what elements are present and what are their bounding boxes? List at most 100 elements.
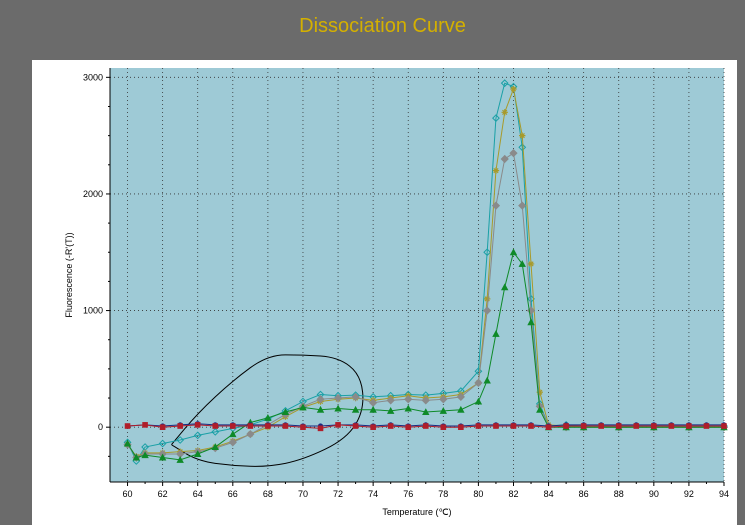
data-point: [247, 423, 254, 429]
x-tick-label: 84: [544, 489, 554, 499]
x-tick-label: 78: [438, 489, 448, 499]
chart-panel: 60 62 64 66 68 70 72 74 76 78 80 82 84 86 88 90 92 94 0 100…: [32, 60, 737, 525]
data-point: [316, 405, 325, 413]
x-tick-label: 70: [298, 489, 308, 499]
data-point: [527, 318, 535, 326]
data-point: [615, 423, 622, 429]
data-point: [458, 424, 464, 430]
x-tick-label: 74: [368, 489, 378, 499]
data-point: [519, 132, 526, 139]
data-point: [439, 407, 448, 414]
data-point: [509, 149, 518, 158]
data-point: [483, 306, 492, 315]
x-tick-label: 68: [263, 489, 273, 499]
plot-area: [110, 68, 724, 482]
data-point: [404, 404, 412, 412]
data-point: [317, 425, 324, 432]
data-point: [501, 283, 509, 291]
data-point: [228, 438, 237, 447]
x-tick-label: 92: [684, 489, 694, 499]
data-point: [474, 397, 483, 405]
data-point: [483, 376, 491, 384]
data-point: [176, 436, 185, 444]
data-point: [500, 79, 509, 88]
data-point: [536, 389, 543, 396]
x-tick-label: 66: [228, 489, 238, 499]
data-point: [439, 395, 448, 404]
series-layer: [123, 79, 729, 465]
data-point: [563, 423, 569, 429]
data-point: [316, 395, 325, 404]
data-point: [335, 422, 341, 428]
data-point: [282, 423, 289, 429]
data-point: [492, 167, 500, 174]
data-point: [132, 453, 141, 461]
data-point: [194, 450, 202, 458]
x-axis-label: Temperature (℃): [382, 507, 451, 517]
y-tick-label: 3000: [83, 72, 103, 82]
data-point: [211, 427, 220, 436]
chart-svg: 60 62 64 66 68 70 72 74 76 78 80 82 84 86 88 90 92 94 0 100…: [64, 68, 729, 517]
data-point: [518, 143, 527, 152]
data-point: [352, 423, 359, 429]
data-point: [158, 439, 167, 448]
series-6: [124, 422, 727, 432]
data-point: [229, 430, 237, 438]
data-point: [536, 405, 544, 413]
data-point: [370, 424, 376, 430]
data-point: [501, 109, 508, 116]
grid-lines: [110, 68, 725, 482]
data-point: [510, 423, 517, 429]
data-point: [386, 407, 395, 414]
x-tick-label: 76: [403, 489, 413, 499]
data-point: [351, 392, 360, 401]
data-point: [212, 423, 219, 429]
data-point: [404, 395, 413, 404]
data-point: [300, 424, 306, 430]
data-point: [422, 423, 429, 429]
data-point: [387, 423, 394, 429]
data-point: [492, 114, 500, 123]
data-point: [580, 423, 587, 429]
data-point: [483, 248, 492, 257]
data-point: [527, 260, 535, 268]
data-point: [405, 424, 412, 430]
data-point: [493, 423, 499, 429]
data-point: [518, 201, 527, 210]
x-tick-label: 88: [614, 489, 624, 499]
data-point: [456, 392, 465, 401]
data-point: [334, 404, 342, 412]
x-tick-label: 62: [158, 489, 168, 499]
data-point: [475, 423, 482, 429]
data-point: [265, 423, 271, 429]
data-point: [440, 424, 447, 430]
data-point: [422, 408, 430, 416]
data-point: [177, 423, 183, 429]
data-point: [142, 422, 148, 428]
y-tick-label: 2000: [83, 189, 103, 199]
data-point: [386, 396, 395, 405]
chart-title: Dissociation Curve: [299, 15, 466, 37]
data-point: [492, 330, 500, 337]
data-point: [333, 393, 343, 403]
axes: 60 62 64 66 68 70 72 74 76 78 80 82 84 86 88 90 92 94 0 100…: [83, 68, 729, 499]
x-tick-label: 72: [333, 489, 343, 499]
x-tick-label: 94: [719, 489, 729, 499]
data-point: [369, 405, 377, 413]
data-point: [264, 414, 272, 421]
data-point: [651, 423, 657, 429]
data-point: [598, 423, 604, 429]
data-point: [474, 367, 483, 376]
y-tick-label: 1000: [83, 306, 103, 316]
data-point: [703, 423, 710, 429]
data-point: [483, 295, 491, 303]
data-point: [159, 424, 166, 430]
data-point: [281, 408, 290, 416]
data-point: [246, 430, 255, 439]
data-point: [421, 396, 430, 405]
x-tick-label: 90: [649, 489, 659, 499]
data-point: [457, 405, 465, 413]
data-point: [194, 422, 201, 428]
data-point: [633, 423, 640, 429]
data-point: [124, 423, 131, 429]
